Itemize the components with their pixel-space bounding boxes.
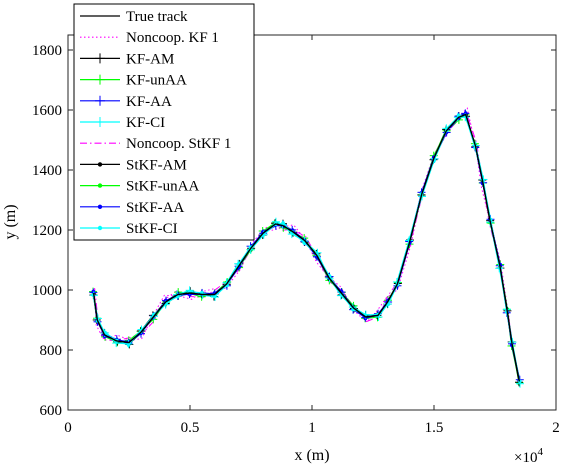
legend-entry: KF-AM (80, 51, 174, 67)
y-tick-label: 800 (40, 343, 63, 359)
series-noncoop-kf-1 (94, 107, 519, 376)
series-true-track (92, 113, 521, 382)
legend-entry: KF-unAA (80, 73, 187, 89)
series-marker (91, 289, 96, 294)
y-tick-label: 1600 (32, 103, 62, 119)
y-axis-label: y (m) (2, 204, 19, 239)
series-marker (200, 290, 204, 295)
legend-label: KF-unAA (126, 73, 187, 89)
legend-label: True track (126, 9, 188, 25)
x-axis-label: x (m) (294, 447, 329, 464)
legend-label: StKF-AM (126, 157, 187, 173)
x-tick-label: 0 (64, 420, 72, 436)
x-axis-exponent-base: ×10 (514, 450, 537, 466)
legend-entry: Noncoop. StKF 1 (80, 136, 231, 152)
ticks-layer: 0 0.5 1 1.5 2 600 800 1000 1200 1400 1600 1800 (32, 35, 560, 436)
legend-marker (97, 225, 103, 231)
legend-label: KF-AM (126, 51, 174, 67)
legend-entry: StKF-CI (80, 221, 178, 237)
series-line (94, 107, 519, 376)
x-tick-label: 1.5 (425, 420, 444, 436)
y-tick-label: 1400 (32, 163, 62, 179)
legend-label: KF-AA (126, 94, 172, 110)
legend-marker (97, 204, 103, 209)
x-tick-label: 0.5 (181, 420, 200, 436)
legend-entry: StKF-unAA (80, 179, 200, 195)
legend-label: Noncoop. StKF 1 (126, 136, 231, 152)
legend-label: Noncoop. KF 1 (126, 30, 219, 46)
series-marker (212, 294, 217, 299)
series-marker (126, 343, 131, 347)
x-axis-exponent: ×104 (514, 446, 543, 466)
legend-entry: KF-AA (80, 94, 172, 110)
legend-entry: Noncoop. KF 1 (80, 30, 219, 46)
y-tick-label: 600 (40, 403, 63, 419)
legend-label: StKF-AA (126, 200, 185, 216)
series-marker (281, 221, 285, 225)
series-marker (456, 113, 461, 118)
legend-entry: StKF-AA (80, 200, 185, 216)
legend-entry: KF-CI (80, 115, 165, 131)
legend-marker (97, 162, 103, 167)
y-tick-label: 1000 (32, 283, 62, 299)
series-line (92, 113, 521, 382)
legend-entry: True track (80, 9, 188, 25)
series-layer (89, 107, 524, 388)
x-axis-exponent-power: 4 (537, 446, 543, 458)
legend-label: StKF-unAA (126, 179, 200, 195)
legend-label: KF-CI (126, 115, 165, 131)
y-tick-label: 1200 (32, 223, 62, 239)
legend-entry: StKF-AM (80, 157, 187, 173)
legend-label: StKF-CI (126, 221, 178, 237)
y-tick-label: 1800 (32, 43, 62, 59)
x-tick-label: 2 (552, 420, 560, 436)
legend: True track Noncoop. KF 1 KF-AM KF-unAA KF-AA… (73, 3, 255, 241)
x-tick-label: 1 (308, 420, 316, 436)
legend-marker (97, 183, 103, 188)
